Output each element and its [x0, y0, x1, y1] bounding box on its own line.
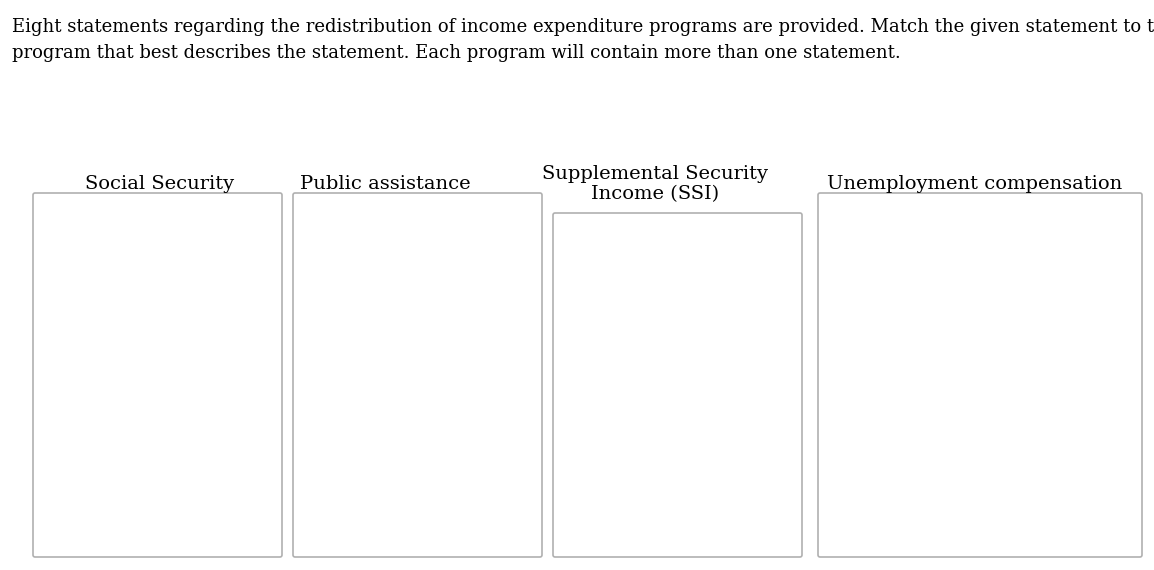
Text: Social Security: Social Security	[85, 175, 234, 193]
Text: Income (SSI): Income (SSI)	[591, 185, 719, 203]
Text: Eight statements regarding the redistribution of income expenditure programs are: Eight statements regarding the redistrib…	[12, 18, 1154, 36]
Text: Supplemental Security: Supplemental Security	[542, 165, 769, 183]
FancyBboxPatch shape	[33, 193, 282, 557]
FancyBboxPatch shape	[293, 193, 542, 557]
Text: Public assistance: Public assistance	[300, 175, 471, 193]
FancyBboxPatch shape	[553, 213, 802, 557]
Text: program that best describes the statement. Each program will contain more than o: program that best describes the statemen…	[12, 44, 901, 62]
FancyBboxPatch shape	[818, 193, 1142, 557]
Text: Unemployment compensation: Unemployment compensation	[827, 175, 1123, 193]
